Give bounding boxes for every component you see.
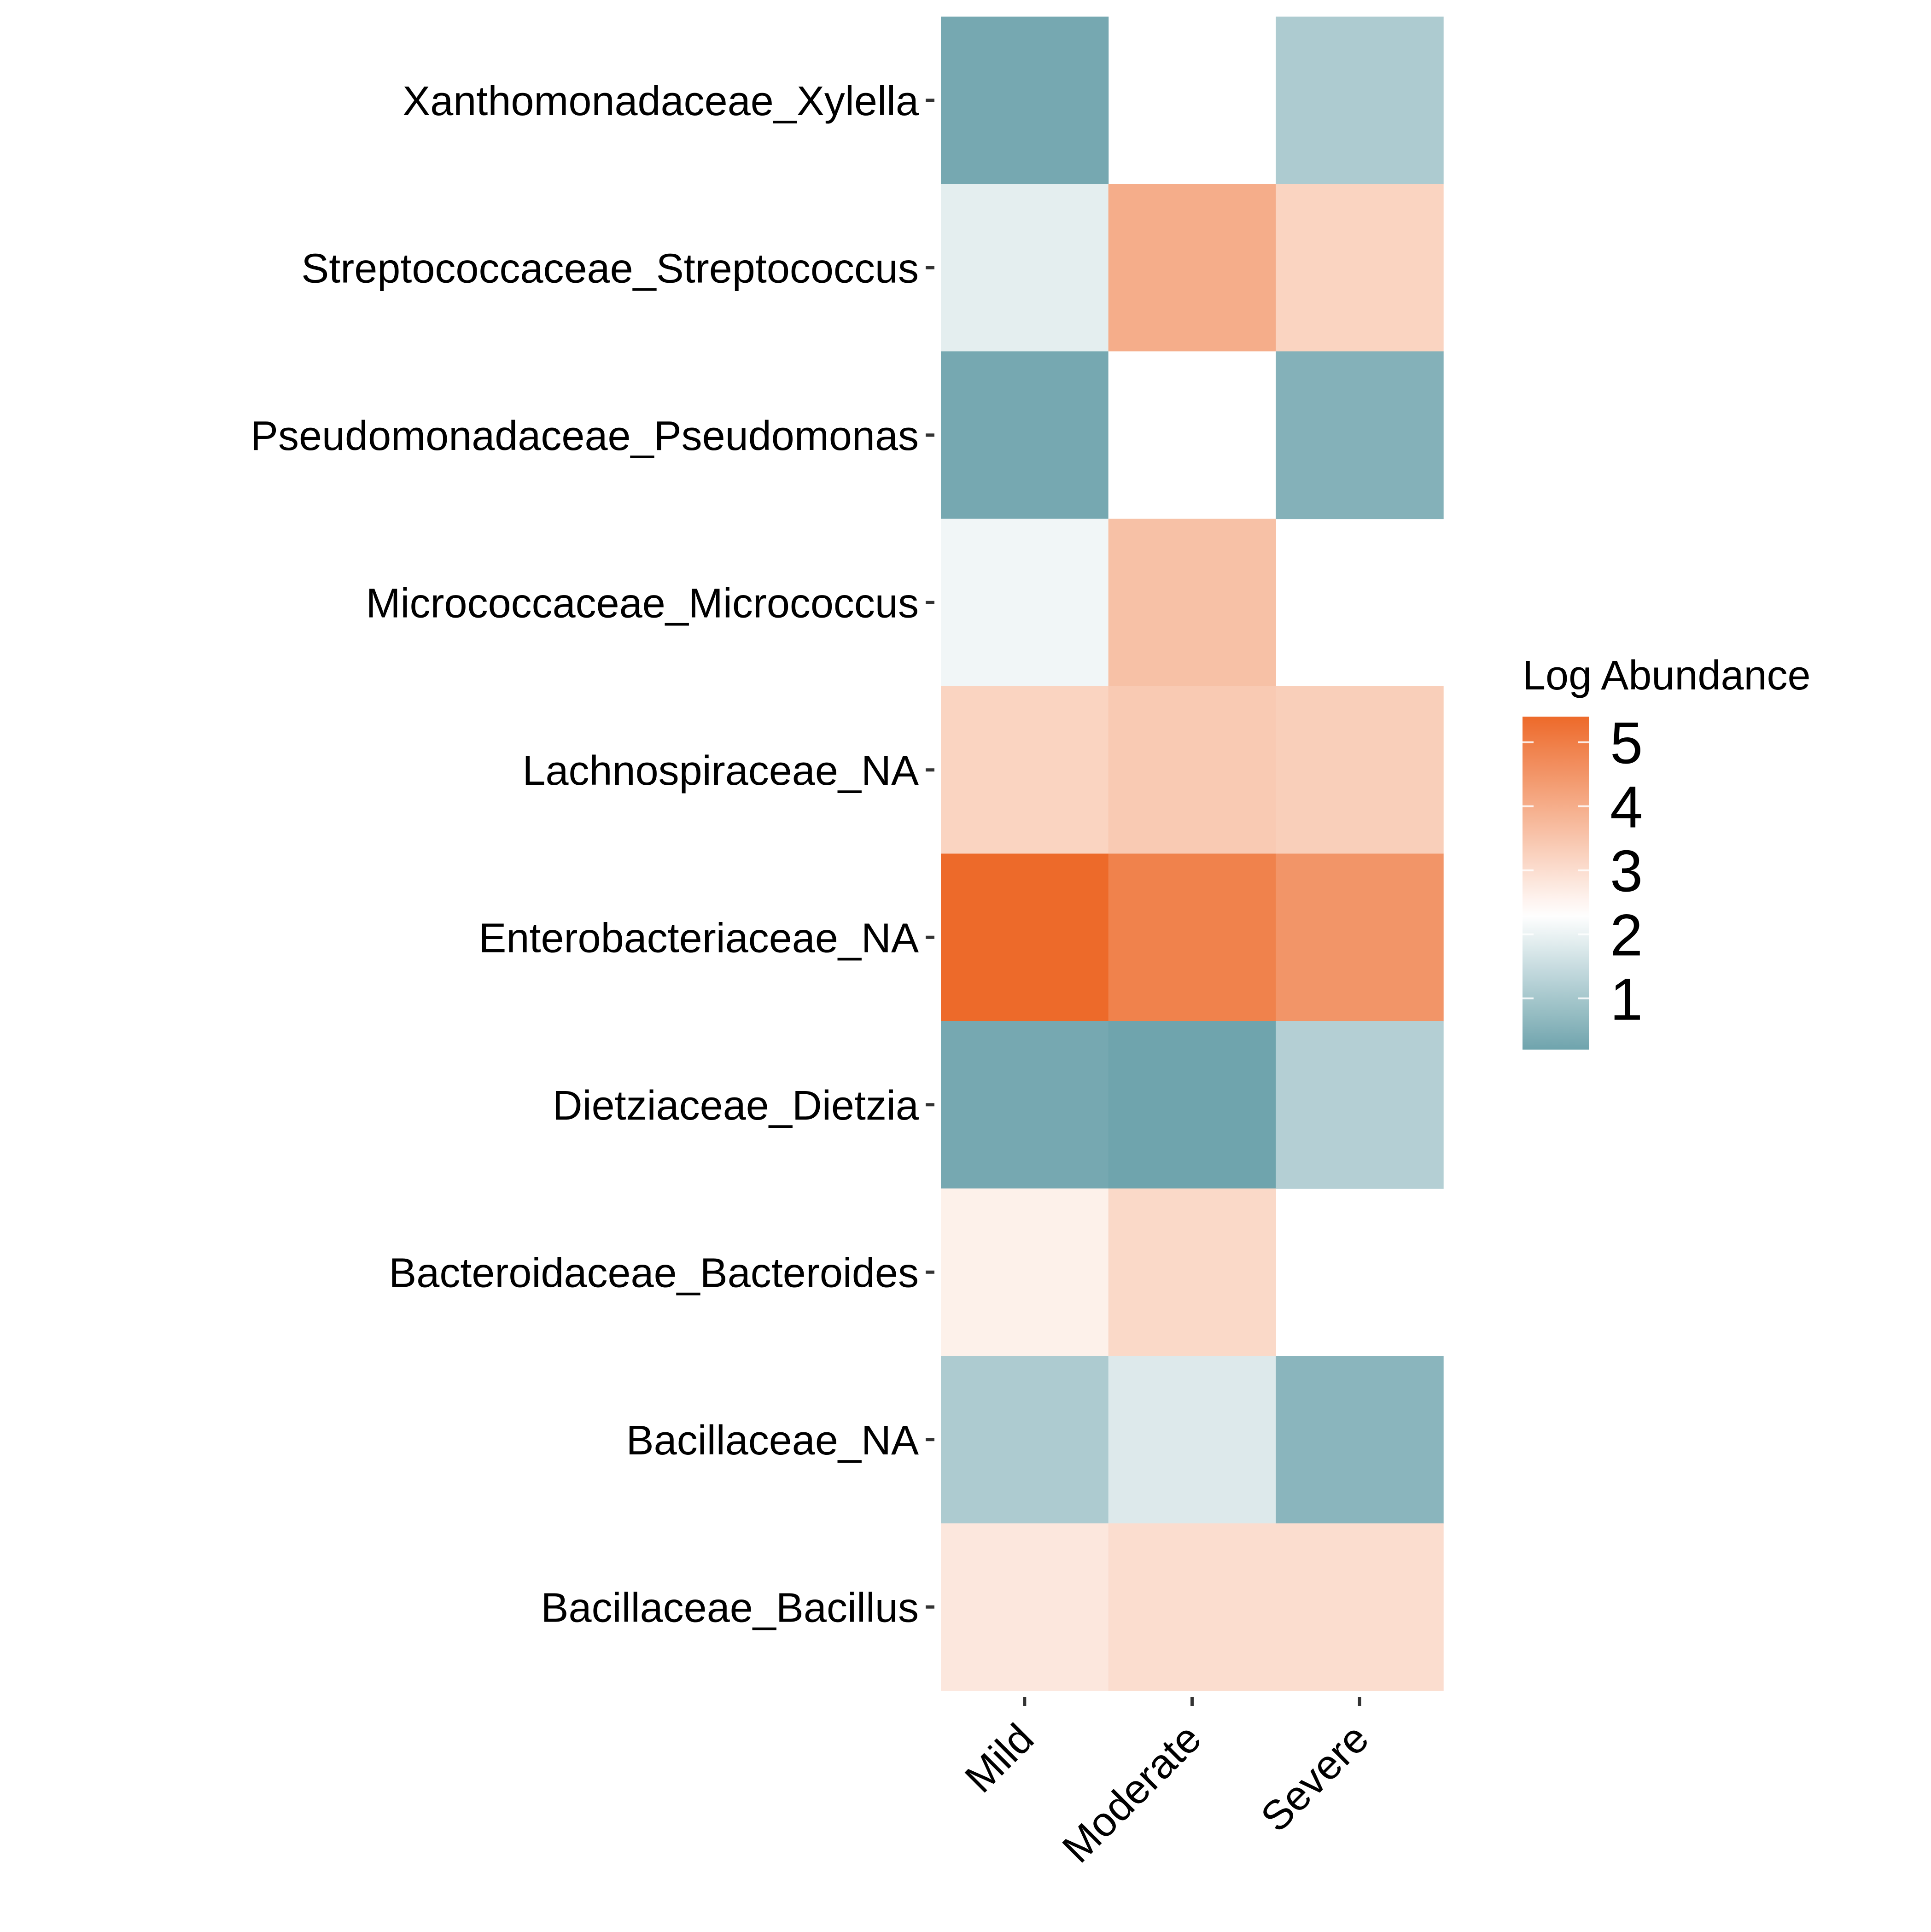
x-axis: Mild Moderate Severe xyxy=(957,1697,1377,1872)
heatmap-cell xyxy=(941,1356,1109,1524)
legend-tick-label: 1 xyxy=(1610,967,1643,1033)
heatmap-cell xyxy=(1108,1356,1276,1524)
legend-tick-label: 5 xyxy=(1610,711,1643,776)
legend-title: Log Abundance xyxy=(1523,653,1811,699)
heatmap-cell xyxy=(1276,1523,1444,1691)
heatmap-cell xyxy=(941,1188,1109,1356)
y-tick-label: Micrococcaceae_Micrococcus xyxy=(366,580,919,626)
heatmap-cell xyxy=(1276,1356,1444,1524)
heatmap-cell xyxy=(941,17,1109,185)
heatmap-cell xyxy=(1276,17,1444,185)
heatmap-cell xyxy=(941,184,1109,352)
heatmap-cell xyxy=(941,1021,1109,1189)
x-tick-label: Severe xyxy=(1252,1715,1377,1840)
heatmap-cell xyxy=(1108,184,1276,352)
legend-tick-label: 2 xyxy=(1610,903,1643,969)
y-tick-label: Dietziaceae_Dietzia xyxy=(553,1083,919,1129)
y-tick-label: Xanthomonadaceae_Xylella xyxy=(403,78,919,124)
heatmap-cell xyxy=(1108,853,1276,1021)
heatmap-cell xyxy=(1108,686,1276,854)
x-tick-label: Moderate xyxy=(1054,1715,1210,1872)
heatmap-cell xyxy=(1276,351,1444,519)
y-tick-label: Bacteroidaceae_Bacteroides xyxy=(389,1250,919,1296)
y-tick-label: Streptococcaceae_Streptococcus xyxy=(301,245,919,292)
y-tick-label: Bacillaceae_NA xyxy=(626,1418,919,1464)
y-tick-label: Lachnospiraceae_NA xyxy=(522,748,919,794)
heatmap-cell xyxy=(941,519,1109,687)
heatmap-cell xyxy=(1108,1188,1276,1356)
heatmap-cell xyxy=(941,686,1109,854)
y-axis: Xanthomonadaceae_Xylella Streptococcaceae… xyxy=(251,78,934,1631)
heatmap-cell xyxy=(941,853,1109,1021)
heatmap-cell xyxy=(1108,519,1276,687)
y-tick-label: Enterobacteriaceae_NA xyxy=(478,915,919,961)
heatmap-cell xyxy=(1108,1021,1276,1189)
x-tick-label: Mild xyxy=(957,1715,1043,1801)
legend-tick-label: 4 xyxy=(1610,775,1643,841)
heatmap-cell xyxy=(941,1523,1109,1691)
heatmap-cell xyxy=(941,351,1109,519)
heatmap-cell xyxy=(1276,184,1444,352)
legend-tick-label: 3 xyxy=(1610,839,1643,905)
heatmap-cell xyxy=(1276,686,1444,854)
y-tick-label: Pseudomonadaceae_Pseudomonas xyxy=(251,413,919,459)
y-tick-label: Bacillaceae_Bacillus xyxy=(541,1585,919,1631)
heatmap-cell xyxy=(1276,1021,1444,1189)
legend-color-bar xyxy=(1523,717,1589,1050)
heatmap-cell xyxy=(1108,1523,1276,1691)
heatmap-cell xyxy=(1108,351,1276,519)
heatmap-cell xyxy=(1276,853,1444,1021)
heatmap-cells xyxy=(941,17,1444,1691)
